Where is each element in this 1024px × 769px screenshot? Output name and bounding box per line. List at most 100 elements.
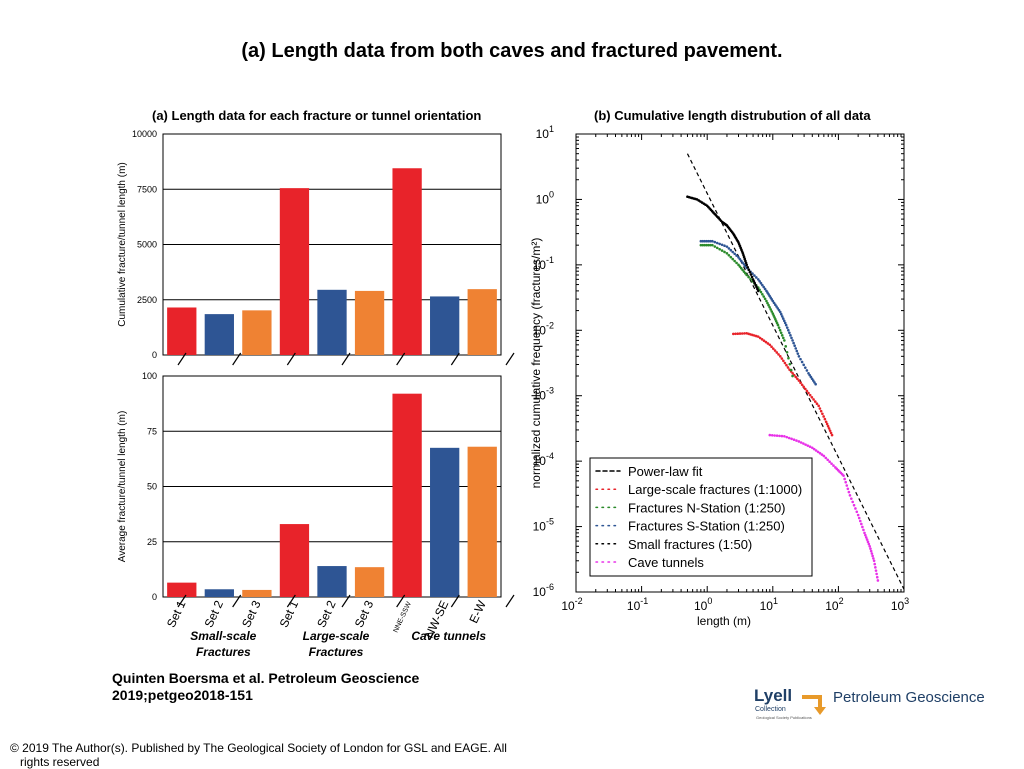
series-2-point: [729, 255, 733, 259]
x-tick-label: 103: [891, 596, 909, 613]
series-1-point: [817, 404, 820, 408]
series-5-point: [863, 531, 866, 535]
bar-panel-2-ylabel: Average fracture/tunnel length (m): [117, 411, 128, 563]
series-5-point: [783, 434, 786, 438]
bar-panel-1-ytick-label: 0: [152, 350, 157, 360]
series-1-point: [764, 340, 768, 344]
series-2-point: [745, 273, 748, 277]
x-tick-label: 100: [694, 596, 712, 613]
series-3-point: [794, 347, 798, 350]
series-5-point: [855, 510, 859, 514]
bar-panel-1-title: (a) Length data for each fracture or tun…: [152, 108, 481, 123]
series-3-point: [789, 334, 792, 337]
series-5-point: [808, 445, 812, 449]
group-label: Large-scale: [303, 629, 370, 643]
series-5-point: [861, 525, 864, 529]
series-5-point: [860, 522, 863, 526]
series-2-point: [781, 336, 785, 340]
bar-panel-2-axis-break: [177, 594, 187, 608]
series-4-point: [745, 263, 748, 267]
series-5-point: [864, 533, 867, 537]
bar-panel-1-axis-break: [450, 352, 460, 366]
copyright-line-1: © 2019 The Author(s). Published by The G…: [10, 741, 507, 755]
series-1-point: [770, 345, 773, 349]
bar-panel-2-axis-break: [341, 594, 351, 608]
series-1-point: [802, 385, 805, 389]
series-3-point: [735, 254, 738, 257]
series-5-point: [845, 484, 849, 487]
series-2-point: [763, 297, 767, 301]
series-5-point: [869, 549, 873, 553]
series-4-point: [749, 273, 753, 276]
category-label: Set 1: [277, 598, 302, 630]
series-3-point: [725, 245, 729, 248]
legend-label: Large-scale fractures (1:1000): [628, 482, 802, 497]
series-5-point: [826, 458, 829, 462]
series-5-point: [768, 433, 772, 437]
copyright-line-2: rights reserved: [20, 755, 100, 769]
series-2-point: [780, 334, 784, 337]
group-label: Small-scale: [190, 629, 256, 643]
bar-panel-1-ytick-label: 10000: [132, 129, 157, 139]
legend-label: Small fractures (1:50): [628, 537, 752, 552]
bar-panel-1-bar: [167, 307, 197, 355]
series-3-point: [753, 274, 756, 277]
series-5-point: [806, 444, 810, 447]
scatter-frame: [575, 133, 905, 593]
series-1-point: [822, 415, 825, 418]
series-3-point: [792, 341, 795, 345]
series-5-point: [810, 446, 814, 450]
bar-panel-2-bar: [279, 524, 310, 597]
series-3-point: [797, 355, 801, 358]
series-2-point: [735, 261, 738, 265]
bar-panel-2-axis-break: [232, 594, 242, 608]
series-5-point: [820, 453, 824, 456]
series-1-point: [805, 389, 809, 393]
series-3-point: [779, 312, 783, 316]
series-5-point: [858, 519, 862, 523]
series-1-point: [827, 427, 831, 430]
series-1-point: [794, 375, 798, 379]
copyright: © 2019 The Author(s). Published by The G…: [10, 741, 570, 769]
series-2-point: [787, 356, 790, 360]
series-2-point: [778, 328, 782, 332]
series-2-point: [705, 243, 708, 247]
logo-publisher: Geological Society Publications: [756, 715, 812, 720]
scatter-title: (b) Cumulative length distrubution of al…: [594, 108, 871, 123]
series-2-point: [723, 250, 726, 254]
publisher-logo: Lyell Collection Geological Society Publ…: [754, 684, 985, 724]
bar-panel-2-bar: [167, 582, 197, 597]
legend-label: Power-law fit: [628, 464, 703, 479]
series-3-point: [741, 261, 744, 264]
series-1-point: [736, 332, 740, 336]
series-3-point: [790, 336, 793, 340]
bar-panel-2-ytick-label: 75: [147, 426, 157, 436]
scatter-ylabel: normalized cumulative frequency (fractur…: [529, 238, 543, 489]
series-5-point: [850, 497, 853, 500]
series-3-point: [731, 250, 735, 254]
series-3-point: [771, 299, 775, 303]
series-2-point: [711, 243, 714, 247]
series-5-point: [814, 449, 818, 452]
series-5-point: [804, 443, 807, 446]
y-tick-label: 101: [536, 124, 554, 141]
series-5-point: [870, 552, 874, 555]
series-5-point: [867, 542, 871, 546]
series-1-point: [796, 377, 799, 381]
series-5-point: [830, 462, 833, 465]
series-3-point: [772, 301, 776, 305]
series-2-point: [703, 243, 706, 247]
logo-collection: Collection: [755, 706, 786, 713]
series-1-point: [734, 332, 737, 336]
series-5-point: [802, 442, 805, 445]
bar-panel-1-bar: [317, 289, 347, 355]
bar-panel-2-axis-break: [396, 594, 406, 608]
series-5-point: [770, 433, 774, 437]
series-1-point: [803, 387, 807, 391]
series-5-point: [854, 507, 857, 510]
bar-panel-2-axis-break: [286, 594, 296, 608]
bar-panel-1-bar: [279, 188, 310, 355]
series-5-point: [875, 575, 879, 579]
x-tick-label: 101: [760, 596, 778, 613]
series-5-point: [873, 562, 877, 566]
